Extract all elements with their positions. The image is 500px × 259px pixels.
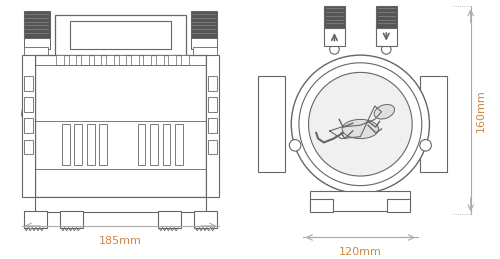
Bar: [24, 11, 50, 38]
Bar: [387, 199, 410, 212]
Bar: [156, 55, 164, 65]
Text: 160mm: 160mm: [476, 89, 486, 132]
Bar: [158, 211, 181, 228]
Bar: [376, 6, 397, 30]
Bar: [208, 76, 218, 91]
Bar: [144, 55, 151, 65]
Circle shape: [292, 55, 430, 193]
Text: 185mm: 185mm: [99, 235, 142, 246]
Bar: [56, 55, 64, 65]
Text: 120mm: 120mm: [339, 247, 382, 257]
Bar: [190, 11, 218, 38]
Circle shape: [290, 140, 301, 151]
Bar: [81, 55, 89, 65]
Bar: [68, 55, 76, 65]
Bar: [162, 124, 170, 164]
Bar: [208, 140, 218, 154]
Bar: [24, 38, 50, 49]
Bar: [24, 140, 33, 154]
Bar: [131, 55, 138, 65]
Bar: [175, 124, 183, 164]
Bar: [194, 47, 218, 55]
Bar: [181, 55, 188, 65]
Bar: [24, 211, 46, 228]
Bar: [74, 124, 82, 164]
Bar: [35, 197, 206, 212]
Bar: [62, 124, 70, 164]
Bar: [35, 55, 206, 197]
Bar: [208, 97, 218, 112]
Bar: [150, 124, 158, 164]
Bar: [138, 124, 145, 164]
Bar: [206, 55, 220, 197]
Bar: [420, 76, 446, 172]
Bar: [194, 211, 218, 228]
Bar: [168, 55, 176, 65]
Circle shape: [308, 73, 412, 176]
Bar: [24, 76, 33, 91]
Bar: [87, 124, 94, 164]
Bar: [70, 20, 172, 49]
Bar: [310, 199, 334, 212]
Bar: [24, 97, 33, 112]
Bar: [324, 6, 345, 30]
Bar: [118, 55, 126, 65]
Bar: [376, 28, 397, 46]
Bar: [24, 118, 33, 133]
Bar: [24, 47, 48, 55]
Circle shape: [420, 140, 432, 151]
Bar: [55, 15, 186, 58]
Circle shape: [382, 45, 391, 54]
Bar: [258, 76, 284, 172]
Bar: [60, 211, 83, 228]
Bar: [100, 124, 107, 164]
Bar: [22, 55, 35, 197]
Ellipse shape: [374, 104, 394, 119]
Circle shape: [299, 63, 422, 186]
Bar: [324, 28, 345, 46]
Bar: [190, 38, 218, 49]
Bar: [94, 55, 102, 65]
Bar: [106, 55, 114, 65]
Ellipse shape: [342, 119, 378, 139]
Bar: [208, 118, 218, 133]
Bar: [310, 191, 410, 211]
Circle shape: [330, 45, 339, 54]
